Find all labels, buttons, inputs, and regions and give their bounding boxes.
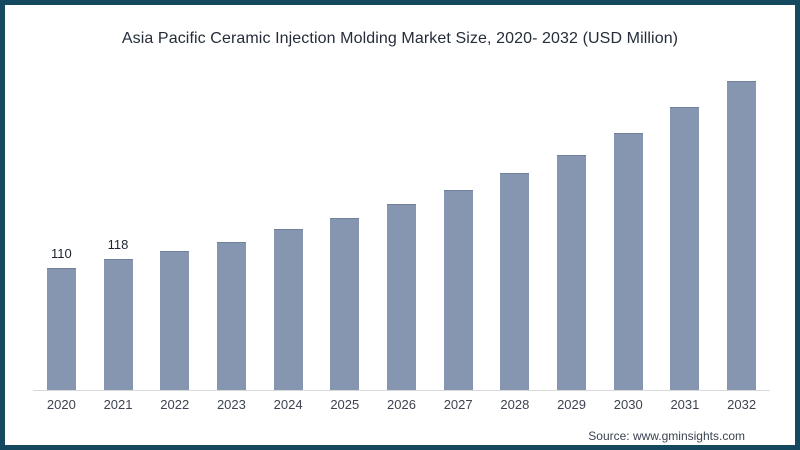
bar-2027[interactable]	[443, 190, 473, 390]
bars-row: 110 118	[33, 60, 770, 391]
bar-column: 118	[90, 237, 147, 390]
x-tick-2032: 2032	[727, 397, 757, 412]
bar-2028[interactable]	[500, 173, 530, 390]
bar-column	[146, 251, 203, 390]
x-axis: 2020 2021 2022 2023 2024 2025 2026 2027 2028 2029…	[33, 397, 770, 412]
bar-2021[interactable]	[103, 259, 133, 390]
bar-column	[203, 242, 260, 390]
bar-column	[430, 190, 487, 390]
bar-column: 110	[33, 246, 90, 390]
x-tick-2027: 2027	[443, 397, 473, 412]
x-tick-2020: 2020	[46, 397, 76, 412]
x-tick-2030: 2030	[613, 397, 643, 412]
bar-column	[373, 204, 430, 390]
x-tick-2026: 2026	[387, 397, 416, 412]
chart-title: Asia Pacific Ceramic Injection Molding M…	[121, 30, 679, 47]
bar-2026[interactable]	[386, 204, 416, 390]
x-tick-2022: 2022	[160, 397, 190, 412]
bar-2025[interactable]	[330, 218, 360, 390]
bar-column	[713, 81, 770, 390]
x-tick-2028: 2028	[500, 397, 530, 412]
bar-value-label: 110	[50, 246, 72, 261]
bar-2023[interactable]	[216, 242, 246, 390]
bar-column	[657, 107, 714, 390]
bar-2024[interactable]	[273, 229, 303, 390]
x-tick-2025: 2025	[330, 397, 360, 412]
bar-2022[interactable]	[160, 251, 190, 390]
x-tick-2021: 2021	[103, 397, 133, 412]
bar-column	[260, 229, 317, 390]
bar-column	[316, 218, 373, 390]
bar-value-label: 118	[107, 237, 129, 252]
bar-column	[600, 133, 657, 390]
x-tick-2023: 2023	[216, 397, 246, 412]
bar-2029[interactable]	[557, 155, 587, 390]
x-tick-2024: 2024	[273, 397, 303, 412]
bar-column	[487, 173, 544, 390]
bar-2031[interactable]	[670, 107, 700, 390]
x-tick-2029: 2029	[557, 397, 586, 412]
source-credit: Source: www.gminsights.com	[588, 429, 745, 443]
bar-2030[interactable]	[613, 133, 643, 390]
bar-2032[interactable]	[727, 81, 757, 390]
x-tick-2031: 2031	[670, 397, 700, 412]
bar-2020[interactable]	[46, 268, 76, 390]
bar-column	[543, 155, 600, 390]
